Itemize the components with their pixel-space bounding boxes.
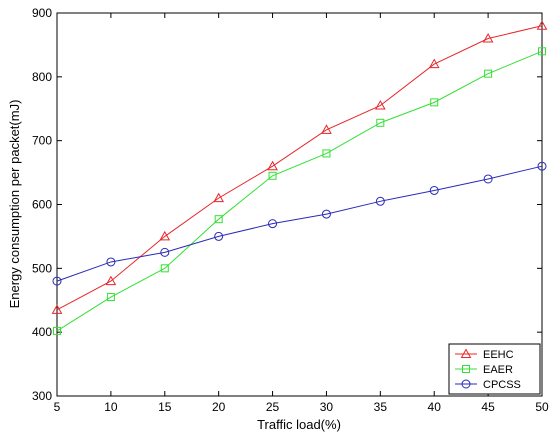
data-point-eehc (482, 33, 494, 43)
data-point-eehc (51, 304, 63, 314)
data-point-cpcss (321, 209, 331, 219)
series-cpcss (52, 161, 547, 286)
data-point-cpcss (375, 196, 385, 206)
data-point-cpcss (214, 231, 224, 241)
data-point-eaer (106, 293, 115, 302)
axis-ticks: 5 10 15 20 25 30 35 40 45 50 300 400 500 600 700 800 900 (32, 6, 549, 414)
data-point-eaer (538, 47, 546, 56)
legend-label-cpcss: CPCSS (483, 379, 521, 391)
data-point-cpcss (483, 174, 493, 184)
y-tick-label: 400 (32, 325, 52, 339)
x-tick-label: 20 (212, 400, 226, 414)
y-tick-label: 300 (32, 389, 52, 403)
legend: EEHC EAER CPCSS (448, 343, 541, 395)
series-line-eehc (56, 25, 543, 311)
y-tick-label: 600 (32, 198, 52, 212)
y-tick-label: 700 (32, 134, 52, 148)
x-tick-label: 25 (266, 400, 280, 414)
series-eaer (53, 47, 546, 335)
legend-marker-eehc (460, 348, 472, 358)
x-tick-label: 30 (320, 400, 334, 414)
data-point-cpcss (537, 161, 547, 171)
data-point-eehc (428, 58, 440, 69)
data-point-cpcss (106, 257, 116, 267)
legend-marker-eaer (462, 365, 470, 373)
data-point-cpcss (268, 219, 278, 229)
y-axis-label: Energy consumption per packet(mJ) (7, 100, 22, 309)
data-point-eaer (268, 171, 277, 180)
x-tick-label: 40 (428, 400, 442, 414)
data-point-eehc (213, 192, 225, 203)
y-tick-label: 900 (32, 6, 52, 20)
data-point-eehc (536, 20, 548, 30)
data-point-eehc (267, 160, 278, 171)
legend-marker-cpcss (461, 379, 471, 389)
series-eehc (51, 20, 548, 314)
plot-area (56, 12, 543, 397)
series-line-cpcss (56, 165, 543, 282)
y-tick-label: 800 (32, 70, 52, 84)
series-line-eaer (56, 50, 543, 332)
legend-label-eaer: EAER (483, 364, 513, 376)
data-point-eaer (430, 98, 439, 107)
data-point-eaer (376, 118, 385, 127)
data-point-cpcss (52, 276, 62, 286)
x-tick-label: 15 (158, 400, 172, 414)
data-point-eehc (105, 275, 117, 286)
x-tick-label: 50 (535, 400, 549, 414)
x-tick-label: 5 (54, 400, 61, 414)
data-point-eaer (160, 264, 169, 273)
x-tick-label: 45 (481, 400, 495, 414)
x-tick-label: 10 (104, 400, 118, 414)
data-point-eaer (214, 215, 223, 224)
data-point-eehc (159, 230, 171, 241)
x-tick-label: 35 (374, 400, 388, 414)
data-point-cpcss (429, 185, 439, 195)
data-point-eehc (374, 100, 386, 110)
data-point-eaer (484, 69, 493, 78)
data-point-eehc (321, 124, 332, 134)
data-point-eaer (53, 326, 61, 335)
y-tick-label: 500 (32, 261, 52, 275)
data-point-eaer (322, 149, 331, 158)
series-layer (51, 20, 548, 335)
data-point-cpcss (160, 247, 170, 257)
x-axis-label: Traffic load(%) (257, 417, 341, 432)
legend-label-eehc: EEHC (483, 349, 514, 361)
